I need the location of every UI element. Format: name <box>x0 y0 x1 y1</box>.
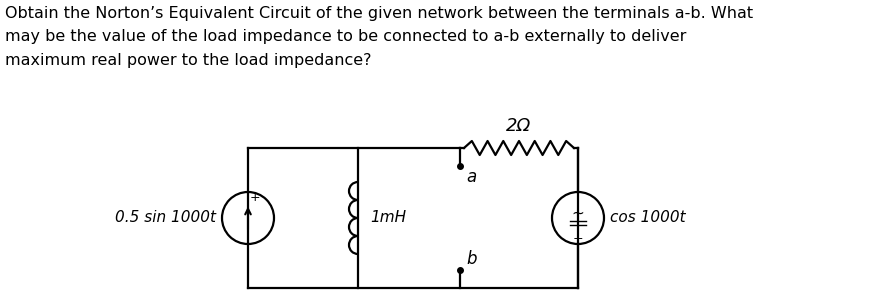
Text: +: + <box>573 232 583 245</box>
Text: 1mH: 1mH <box>370 211 406 226</box>
Text: ~: ~ <box>572 206 584 221</box>
Text: 0.5 sin 1000t: 0.5 sin 1000t <box>115 211 216 226</box>
Text: b: b <box>466 250 477 268</box>
Text: +: + <box>250 191 261 204</box>
Text: a: a <box>466 168 477 186</box>
Text: Obtain the Norton’s Equivalent Circuit of the given network between the terminal: Obtain the Norton’s Equivalent Circuit o… <box>5 6 753 68</box>
Text: cos 1000t: cos 1000t <box>610 211 685 226</box>
Text: 2Ω: 2Ω <box>506 117 532 135</box>
